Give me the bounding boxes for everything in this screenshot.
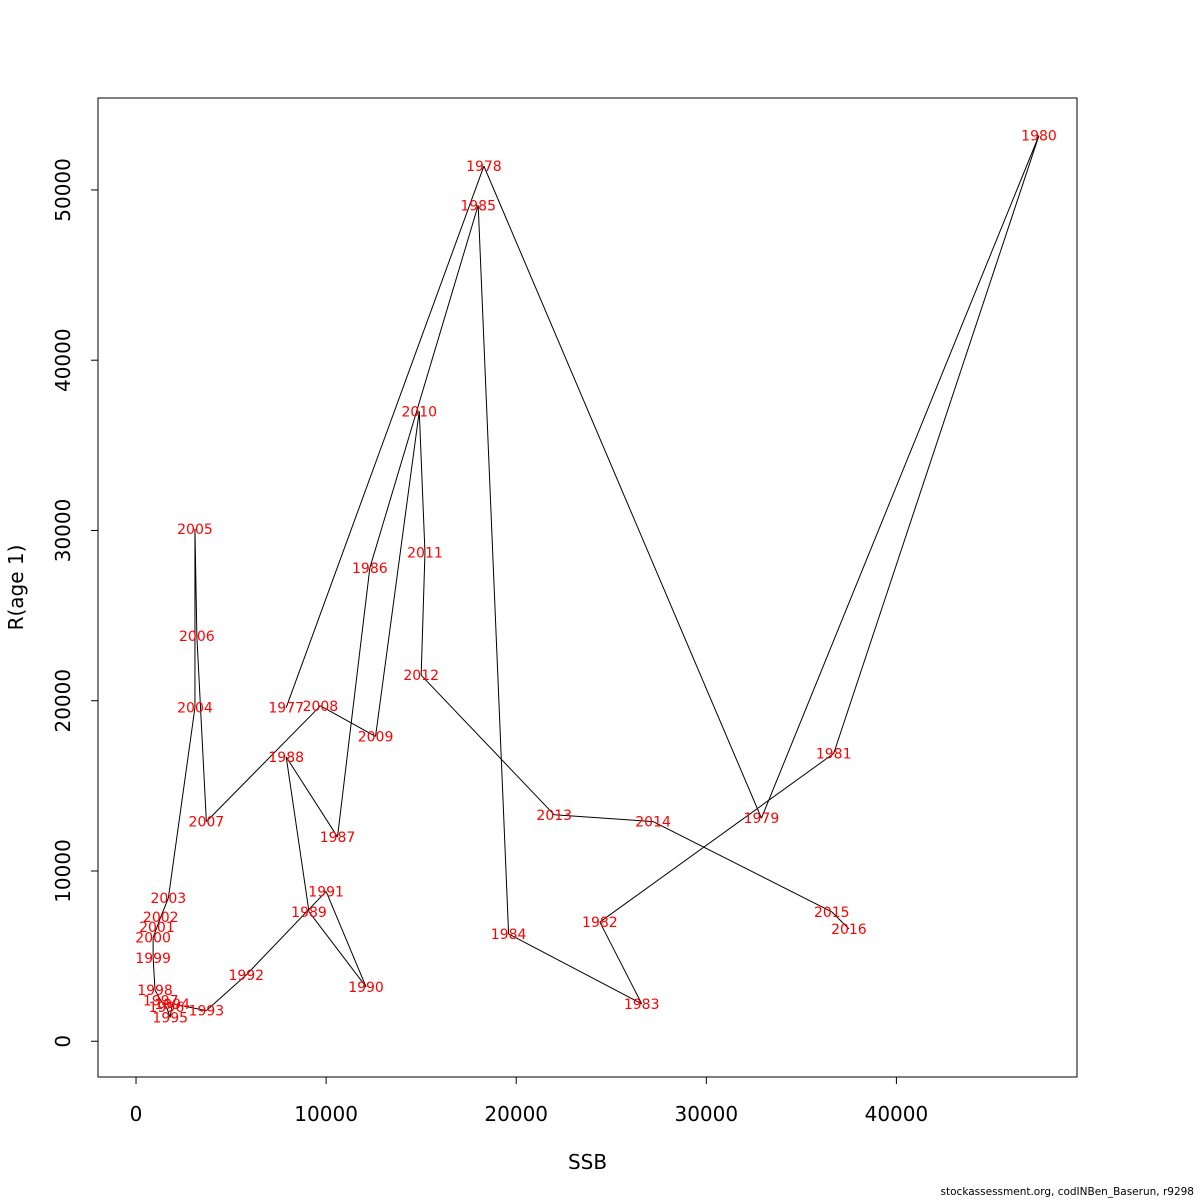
segment-1980-1981: [833, 135, 1040, 754]
y-tick-label: 30000: [51, 499, 75, 563]
segment-2000-2001: [152, 926, 158, 938]
segment-1977-1978: [285, 165, 485, 708]
segment-1988-1989: [285, 756, 310, 912]
point-label-2014: 2014: [635, 815, 671, 831]
point-label-1985: 1985: [460, 198, 496, 214]
point-label-1978: 1978: [466, 159, 502, 175]
segment-1989-1990: [308, 911, 367, 988]
segment-2010-2011: [418, 411, 426, 553]
segment-2008-2009: [320, 705, 376, 737]
segment-2014-2015: [652, 821, 833, 913]
point-label-2000: 2000: [135, 930, 171, 946]
point-label-1998: 1998: [137, 983, 173, 999]
y-tick-label: 0: [51, 1035, 75, 1048]
segment-1986-1987: [337, 567, 371, 837]
caption-text: stockassessment.org, codINBen_Baserun, r…: [940, 1186, 1194, 1198]
point-label-1999: 1999: [135, 951, 171, 967]
segment-2001-2002: [156, 916, 162, 928]
point-label-1977: 1977: [268, 701, 304, 717]
y-axis-label: R(age 1): [4, 545, 28, 631]
segment-1992-1993: [206, 974, 247, 1011]
point-labels-group: 1977 1978 1979 1980 1981 1982 1983 1984 1985 1986…: [135, 128, 1056, 1026]
point-label-1984: 1984: [491, 927, 527, 943]
x-tick-label: 10000: [294, 1102, 358, 1126]
point-label-1981: 1981: [816, 747, 852, 763]
point-label-1997: 1997: [143, 993, 179, 1009]
point-label-1994: 1994: [154, 997, 190, 1013]
segment-2006-2007: [196, 635, 207, 822]
segment-1993-1994: [172, 1003, 207, 1012]
segment-1982-1983: [599, 921, 643, 1005]
point-label-2011: 2011: [407, 546, 443, 562]
segment-1979-1980: [760, 135, 1040, 819]
point-label-1989: 1989: [291, 905, 327, 921]
segment-2009-2010: [375, 411, 420, 737]
point-label-2003: 2003: [151, 891, 187, 907]
y-tick-label: 20000: [51, 669, 75, 733]
point-label-2008: 2008: [303, 699, 339, 715]
x-tick-label: 30000: [674, 1102, 738, 1126]
segment-2003-2004: [167, 707, 196, 899]
segment-2002-2003: [160, 898, 169, 918]
x-axis: 0 10000 20000 30000 40000: [130, 1076, 929, 1126]
point-label-1986: 1986: [352, 561, 388, 577]
point-label-2010: 2010: [401, 404, 437, 420]
y-axis: 0 10000 20000 30000 40000 50000: [51, 158, 99, 1048]
segment-1997-1998: [154, 989, 162, 1001]
x-tick-label: 40000: [865, 1102, 929, 1126]
segment-2012-2013: [420, 674, 555, 816]
point-label-2009: 2009: [358, 729, 394, 745]
x-axis-label: SSB: [568, 1150, 607, 1174]
point-label-2006: 2006: [179, 629, 215, 645]
segment-1996-1997: [160, 1000, 167, 1008]
segment-1995-1996: [165, 1007, 171, 1018]
segment-1981-1982: [599, 753, 834, 923]
point-label-2005: 2005: [177, 522, 213, 538]
point-label-2004: 2004: [177, 701, 213, 717]
segment-1990-1991: [325, 891, 367, 987]
segment-2013-2014: [554, 814, 654, 823]
point-label-2015: 2015: [814, 905, 850, 921]
point-label-1993: 1993: [189, 1004, 225, 1020]
segment-2005-2006: [194, 528, 198, 637]
point-label-1996: 1996: [149, 1000, 185, 1016]
segment-1987-1988: [285, 756, 338, 838]
segment-2007-2008: [205, 705, 321, 822]
point-label-1979: 1979: [744, 811, 780, 827]
series-line-group: [152, 135, 1040, 1018]
point-label-1980: 1980: [1021, 128, 1057, 144]
point-label-1988: 1988: [268, 750, 304, 766]
point-label-1982: 1982: [582, 915, 618, 931]
segment-2011-2012: [420, 552, 426, 676]
point-label-2012: 2012: [403, 668, 439, 684]
segment-1998-1999: [152, 957, 156, 991]
point-label-2001: 2001: [139, 920, 175, 936]
segment-1994-1995: [169, 1003, 173, 1018]
segment-1984-1985: [477, 205, 510, 935]
segment-1991-1992: [245, 891, 327, 976]
x-tick-label: 20000: [484, 1102, 548, 1126]
point-label-1995: 1995: [152, 1010, 188, 1026]
point-label-2007: 2007: [189, 815, 225, 831]
segment-2015-2016: [831, 911, 850, 930]
point-label-1991: 1991: [308, 884, 344, 900]
segment-1985-1986: [369, 205, 479, 569]
point-label-2016: 2016: [831, 922, 867, 938]
point-label-1990: 1990: [348, 980, 384, 996]
point-label-1983: 1983: [624, 997, 660, 1013]
segment-1978-1979: [483, 165, 762, 819]
y-tick-label: 10000: [51, 839, 75, 903]
point-label-1992: 1992: [228, 968, 264, 984]
point-label-2013: 2013: [536, 808, 572, 824]
x-tick-label: 0: [130, 1102, 143, 1126]
point-label-1987: 1987: [320, 830, 356, 846]
y-tick-label: 50000: [51, 158, 75, 222]
y-tick-label: 40000: [51, 328, 75, 392]
point-label-2002: 2002: [143, 910, 179, 926]
segment-1983-1984: [508, 933, 642, 1005]
